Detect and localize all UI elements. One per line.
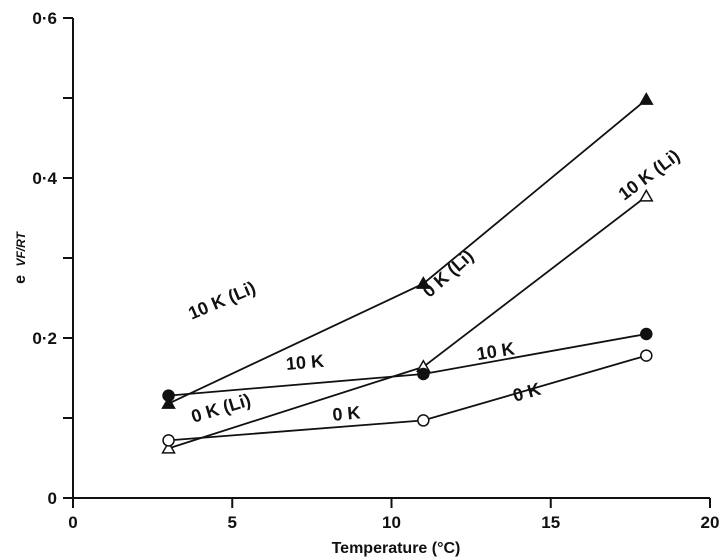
data-point — [161, 396, 176, 409]
series-annotation: 0 K (Li) — [189, 390, 253, 427]
y-ticks: 0 0·2 0·4 0·6 — [32, 9, 73, 508]
x-tick-label: 5 — [228, 513, 237, 532]
x-ticks: 0 5 10 15 20 — [68, 498, 719, 532]
data-point — [417, 414, 430, 427]
series-annotation: 0 K — [511, 379, 543, 406]
data-point — [416, 276, 431, 289]
y-axis-title-exponent: VF/RT — [14, 230, 28, 266]
data-point — [417, 367, 430, 381]
annotations: 10 K (Li)10 K (Li) 0 K (Li)10 K 10 K0 K (L… — [185, 145, 683, 426]
y-tick-label: 0·6 — [32, 9, 57, 28]
data-point — [161, 440, 176, 454]
x-tick-label: 15 — [541, 513, 560, 532]
series-annotation: 0 K — [332, 402, 362, 424]
y-tick-label: 0·2 — [32, 329, 57, 348]
series-annotation: 0 K (Li) — [419, 246, 478, 302]
y-tick-label: 0 — [48, 489, 57, 508]
x-tick-label: 10 — [382, 513, 401, 532]
series-markers — [161, 92, 654, 454]
series-annotation: 10 K — [285, 351, 325, 374]
data-point — [162, 389, 175, 402]
series-annotation: 10 K — [475, 338, 516, 364]
x-tick-label: 0 — [68, 513, 77, 532]
x-axis-title: Temperature (°C) — [332, 540, 461, 557]
data-point — [639, 188, 654, 202]
data-point — [640, 349, 653, 362]
axes — [72, 18, 710, 499]
y-axis-title-prefix: e — [12, 275, 29, 284]
data-point — [639, 92, 654, 105]
series-line — [168, 333, 647, 397]
data-point — [162, 434, 175, 447]
series-annotation: 10 K (Li) — [185, 277, 258, 323]
y-axis-title: e VF/RT — [12, 230, 29, 283]
x-tick-label: 20 — [701, 513, 720, 532]
data-point — [640, 327, 653, 341]
y-tick-label: 0·4 — [32, 169, 57, 188]
